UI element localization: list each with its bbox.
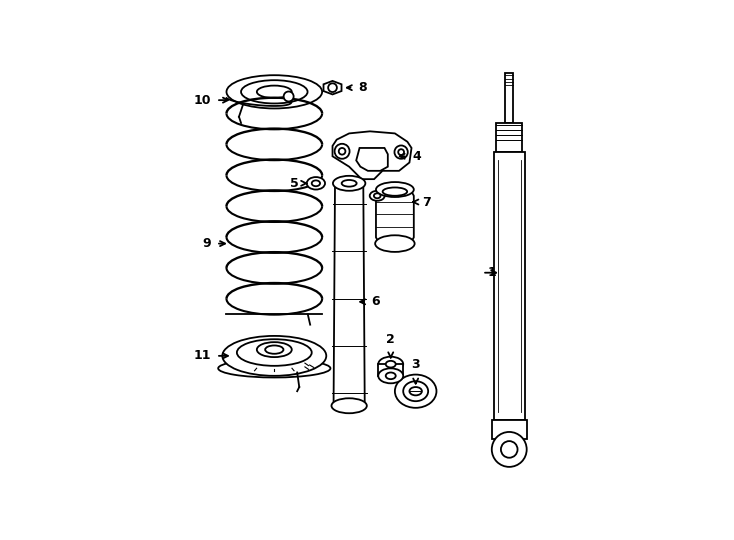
Bar: [378, 364, 403, 376]
Text: 5: 5: [290, 177, 299, 190]
Circle shape: [283, 91, 294, 102]
Polygon shape: [356, 148, 388, 171]
Ellipse shape: [241, 80, 308, 104]
Text: 10: 10: [194, 93, 211, 106]
Text: 7: 7: [422, 195, 431, 208]
Ellipse shape: [386, 373, 396, 379]
Ellipse shape: [378, 368, 403, 383]
Ellipse shape: [332, 399, 367, 413]
Text: 1: 1: [487, 266, 496, 279]
Bar: [506, 73, 513, 123]
Circle shape: [394, 145, 408, 159]
Ellipse shape: [382, 187, 407, 196]
Circle shape: [339, 148, 346, 154]
Ellipse shape: [312, 180, 320, 186]
Polygon shape: [324, 81, 341, 94]
Ellipse shape: [410, 387, 422, 395]
Ellipse shape: [395, 375, 437, 408]
Ellipse shape: [370, 191, 385, 201]
Ellipse shape: [227, 75, 322, 109]
Circle shape: [492, 432, 527, 467]
Bar: [492, 420, 527, 439]
Ellipse shape: [307, 177, 325, 190]
Polygon shape: [376, 190, 414, 244]
Polygon shape: [333, 183, 365, 406]
Bar: [494, 152, 525, 420]
Ellipse shape: [376, 182, 414, 197]
Ellipse shape: [341, 180, 357, 187]
Text: 9: 9: [203, 237, 211, 250]
Circle shape: [335, 144, 349, 159]
Text: 4: 4: [413, 150, 421, 163]
Circle shape: [501, 441, 517, 458]
Ellipse shape: [378, 357, 403, 372]
Ellipse shape: [222, 336, 327, 376]
Bar: [496, 123, 522, 152]
Text: 3: 3: [411, 358, 420, 371]
Text: 11: 11: [194, 349, 211, 362]
Ellipse shape: [403, 381, 428, 401]
Ellipse shape: [218, 359, 330, 377]
Ellipse shape: [265, 346, 283, 354]
Polygon shape: [333, 131, 412, 179]
Ellipse shape: [257, 342, 292, 357]
Ellipse shape: [374, 193, 380, 198]
Ellipse shape: [237, 339, 312, 366]
Text: 8: 8: [358, 81, 367, 94]
Ellipse shape: [375, 235, 415, 252]
Circle shape: [399, 149, 404, 155]
Text: 2: 2: [386, 333, 395, 346]
Ellipse shape: [386, 361, 396, 368]
Ellipse shape: [333, 176, 366, 191]
Circle shape: [328, 83, 337, 92]
Text: 6: 6: [371, 295, 379, 308]
Ellipse shape: [257, 85, 292, 98]
